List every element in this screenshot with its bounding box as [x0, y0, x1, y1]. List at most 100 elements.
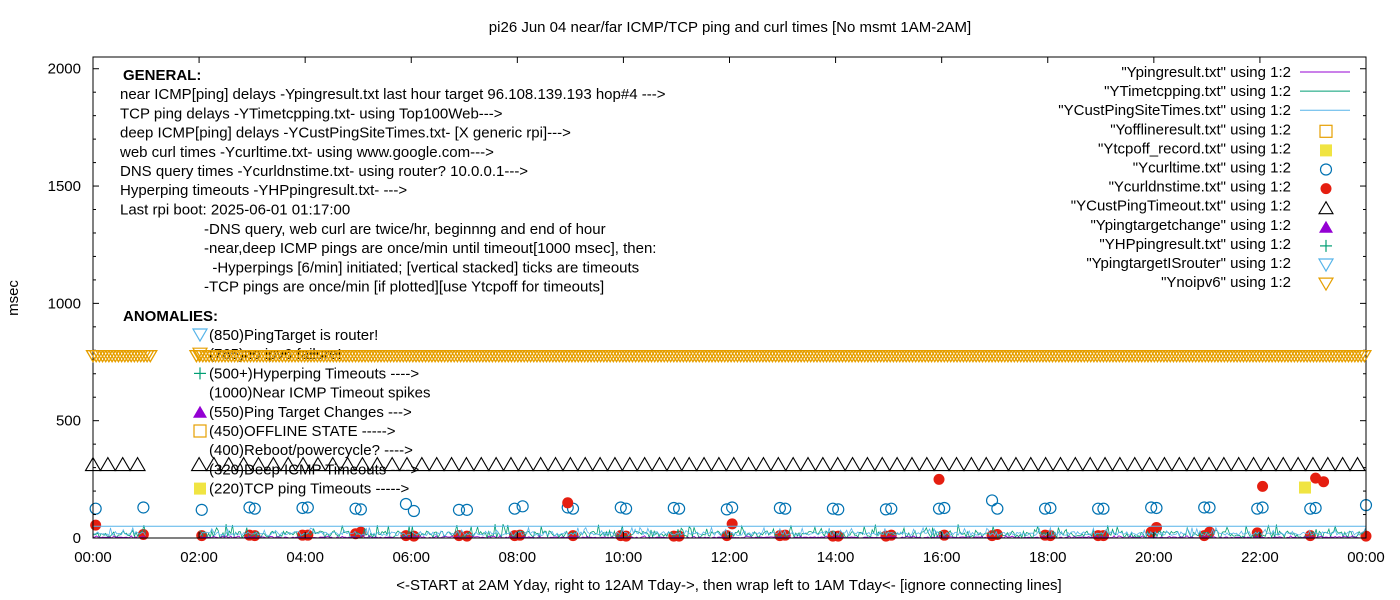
point-YCustPingTimeout	[517, 456, 535, 472]
y-axis-label: msec	[5, 280, 22, 316]
series-Ynoipv6-overlay	[85, 350, 1372, 363]
point-Ycurltime	[137, 501, 150, 514]
note-line: -TCP pings are once/min [if plotted][use…	[204, 279, 604, 296]
legend-label: "Yofflineresult.txt" using 1:2	[1110, 121, 1291, 138]
point-Ycurltime	[195, 503, 208, 516]
point-YCustPingTimeout	[294, 456, 312, 472]
x-tick-label: 08:00	[499, 549, 537, 566]
point-YCustPingTimeout	[487, 456, 505, 472]
general-line: web curl times -Ycurltime.txt- using www…	[119, 144, 494, 161]
point-Ycurltime	[673, 502, 686, 515]
general-line: near ICMP[ping] delays -Ypingresult.txt …	[120, 86, 666, 103]
point-YCustPingTimeout	[695, 456, 713, 472]
point-YCustPingTimeout	[368, 456, 386, 472]
point-YCustPingTimeout	[858, 456, 876, 472]
point-Ycurldnstime	[90, 519, 102, 531]
x-tick-label: 10:00	[605, 549, 643, 566]
point-Ynoipv6	[1356, 350, 1372, 363]
anomaly-line: (220)TCP ping Timeouts ----->	[209, 481, 409, 498]
y-tick-label: 0	[73, 530, 81, 547]
x-tick-label: 06:00	[392, 549, 430, 566]
point-YCustPingTimeout	[829, 456, 847, 472]
point-YCustPingTimeout	[1037, 456, 1055, 472]
y-tick-label: 1500	[48, 178, 81, 195]
point-YCustPingTimeout	[1215, 456, 1233, 472]
point-YCustPingTimeout	[1230, 456, 1248, 472]
point-YCustPingTimeout	[547, 456, 564, 472]
point-Ytcpoff_record	[1299, 481, 1312, 494]
point-YCustPingTimeout	[1259, 456, 1277, 472]
chart-title: pi26 Jun 04 near/far ICMP/TCP ping and c…	[489, 19, 971, 36]
point-Ycurltime	[1092, 502, 1105, 515]
legend-swatch	[1320, 239, 1332, 252]
point-YCustPingTimeout	[443, 456, 461, 472]
point-YCustPingTimeout	[309, 456, 327, 472]
point-YCustPingTimeout	[1111, 456, 1129, 472]
general-heading: GENERAL:	[123, 67, 201, 84]
point-Ycurltime	[452, 503, 466, 516]
point-YCustPingTimeout	[428, 456, 446, 472]
point-YCustPingTimeout	[992, 456, 1010, 472]
point-Ycurltime	[619, 502, 633, 515]
note-line: -near,deep ICMP pings are once/min until…	[204, 240, 656, 257]
legend-label: "YCustPingTimeout.txt" using 1:2	[1071, 198, 1291, 215]
point-Ycurltime	[1309, 501, 1322, 515]
series-Ytcpoff_record	[1299, 481, 1312, 494]
point-YCustPingTimeout	[725, 456, 743, 472]
x-tick-label: 02:00	[180, 549, 218, 566]
point-YCustPingTimeout	[844, 456, 862, 472]
point-YCustPingTimeout	[502, 456, 520, 472]
point-Ycurltime	[932, 502, 946, 515]
point-YCustPingTimeout	[799, 456, 817, 472]
x-tick-label: 00:00	[74, 549, 112, 566]
series-Ycurltime	[89, 494, 1373, 518]
legend-swatch	[1317, 258, 1335, 273]
point-Ycurltime	[296, 501, 309, 515]
anomaly-line: (500+)Hyperping Timeouts ---->	[209, 365, 419, 382]
note-line: -DNS query, web curl are twice/hr, begin…	[204, 221, 606, 238]
point-YCustPingTimeout	[1066, 456, 1084, 472]
point-YCustPingTimeout	[457, 456, 475, 472]
point-Ycurltime	[667, 501, 680, 515]
anomaly-line: (320)Deep ICMP Timeouts ---->	[209, 461, 419, 478]
point-YCustPingTimeout	[264, 456, 282, 472]
point-Ycurldnstime	[302, 529, 314, 541]
anomaly-marker	[193, 424, 207, 438]
point-YCustPingTimeout	[235, 456, 253, 472]
point-Ycurltime	[301, 501, 314, 514]
point-Ycurltime	[89, 502, 102, 515]
series-YCustPingSiteTimes	[92, 525, 1366, 538]
point-Ycurltime	[399, 497, 413, 511]
point-YCustPingTimeout	[1155, 456, 1173, 472]
point-Ycurltime	[885, 502, 898, 515]
point-YCustPingTimeout	[740, 456, 758, 472]
point-YCustPingTimeout	[710, 456, 728, 472]
point-YCustPingTimeout	[769, 456, 787, 472]
anomaly-line: (1000)Near ICMP Timeout spikes	[209, 385, 430, 402]
point-YCustPingTimeout	[651, 456, 668, 472]
point-Ycurltime	[516, 500, 529, 513]
legend-label: "Ytcpoff_record.txt" using 1:2	[1098, 140, 1291, 157]
point-YCustPingTimeout	[591, 456, 609, 472]
point-YCustPingTimeout	[621, 456, 639, 472]
point-YCustPingTimeout	[1349, 456, 1366, 472]
point-YCustPingTimeout	[398, 456, 416, 472]
point-Ycurltime	[832, 503, 845, 516]
point-YCustPingTimeout	[888, 456, 906, 472]
legend-label: "YCustPingSiteTimes.txt" using 1:2	[1058, 102, 1291, 119]
legend-label: "Ypingresult.txt" using 1:2	[1121, 64, 1291, 81]
annotation-layer: GENERAL: near ICMP[ping] delays -Ypingres…	[85, 63, 1372, 498]
x-tick-label: 20:00	[1135, 549, 1173, 566]
point-YCustPingTimeout	[279, 456, 297, 472]
legend-label: "Ycurltime.txt" using 1:2	[1133, 160, 1291, 177]
point-Ycurltime	[1304, 502, 1317, 515]
point-YCustPingTimeout	[190, 456, 208, 472]
point-Ycurltime	[726, 501, 739, 514]
anomaly-line: (850)PingTarget is router!	[209, 327, 378, 344]
legend-swatch	[1319, 163, 1333, 176]
y-tick-label: 500	[56, 413, 81, 430]
point-YCustPingTimeout	[665, 456, 683, 472]
point-Ycurltime	[773, 501, 786, 515]
point-YCustPingTimeout	[576, 456, 594, 472]
point-YCustPingTimeout	[1200, 456, 1218, 472]
